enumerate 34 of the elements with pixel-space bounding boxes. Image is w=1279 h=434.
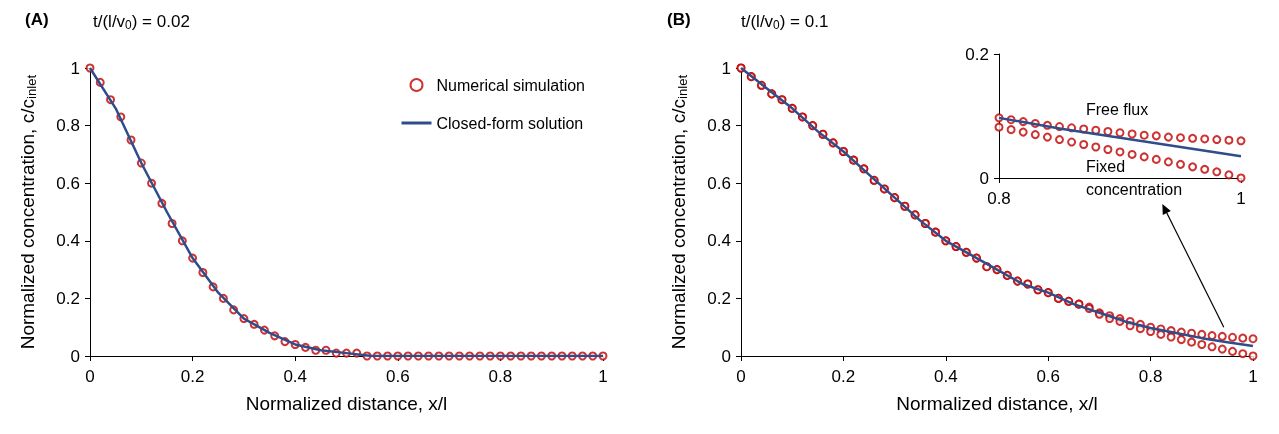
y-tick-label: 1 (70, 58, 80, 78)
annotation: Fixed concentration (1086, 158, 1183, 198)
y-tick-label: 0.8 (707, 116, 731, 136)
x-tick-label: 0.4 (933, 367, 958, 386)
x-tick-label: 0.6 (1036, 367, 1061, 386)
y-axis-title: Normalized concentration, c/cinlet (17, 74, 39, 350)
legend-label: Closed-form solution (436, 114, 584, 132)
chart-title: (B) (667, 10, 691, 29)
y-tick-label: 1 (721, 58, 731, 78)
y-tick-label: 0.8 (56, 116, 80, 136)
chart-title: (A) (25, 10, 49, 29)
y-tick-label: 0.6 (707, 173, 731, 193)
y-tick-label: 0.6 (56, 173, 80, 193)
y-tick-label: 0 (70, 346, 80, 366)
legend-label: Numerical simulation (436, 76, 586, 94)
x-tick-label: 1 (1248, 367, 1258, 386)
x-tick-label: 0.2 (180, 367, 205, 386)
y-tick-label: 0.2 (56, 288, 80, 308)
x-axis-title: Normalized distance, x/l (896, 393, 1098, 414)
x-tick-label: 0.8 (488, 367, 513, 386)
x-tick-label: 0.8 (1138, 367, 1163, 386)
y-axis-title: Normalized concentration, c/cinlet (668, 74, 690, 350)
y-tick-label: 0.4 (56, 231, 80, 251)
x-axis-title: Normalized distance, x/l (245, 393, 448, 414)
x-tick-label: 0 (85, 367, 95, 386)
y-tick-label: 0.2 (707, 288, 731, 308)
x-tick-label: 0.2 (831, 367, 856, 386)
y-tick-label: 0.4 (707, 231, 731, 251)
x-tick-label: 0 (736, 367, 746, 386)
annotation: Free flux (1086, 101, 1149, 118)
x-tick-label: 0.6 (385, 367, 410, 386)
x-tick-label: 1 (598, 367, 608, 386)
x-tick-label: 0.4 (283, 367, 308, 386)
y-tick-label: 0 (721, 346, 731, 366)
